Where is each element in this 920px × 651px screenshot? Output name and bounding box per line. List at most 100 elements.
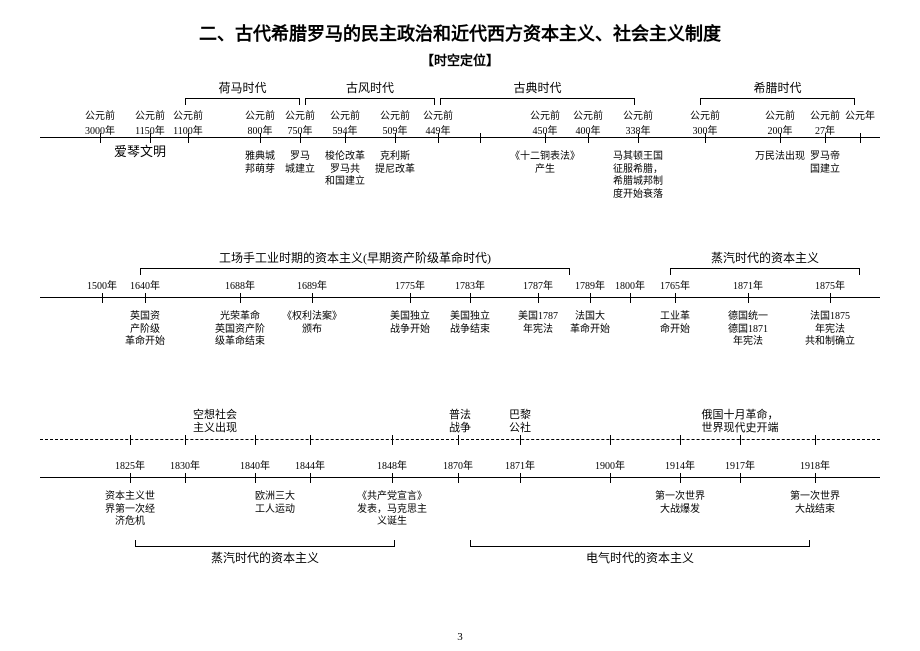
timeline-modern: 空想社会主义出现普法战争巴黎公社俄国十月革命，世界现代史开端 1825年1830… [40, 409, 880, 569]
tick [610, 473, 611, 483]
year-label: 1900年 [595, 457, 625, 472]
era-label: 古风时代 [305, 79, 435, 104]
tick [538, 293, 539, 303]
tick [630, 293, 631, 303]
annotation: 巴黎公社 [509, 409, 531, 435]
tick [680, 473, 681, 483]
event-desc: 美国独立战争结束 [444, 311, 496, 336]
era-label: 希腊时代 [700, 79, 855, 104]
event-desc: 《共产党宣言》发表，马克思主义诞生 [350, 491, 434, 529]
tick [102, 293, 103, 303]
timeline-early-modern: 工场手工业时期的资本主义(早期资产阶级革命时代) 蒸汽时代的资本主义 1500年 1… [40, 249, 880, 379]
event-desc: 第一次世界大战爆发 [648, 491, 712, 516]
page-number: 3 [457, 631, 463, 643]
year-label: 1870年 [443, 457, 473, 472]
annotation: 俄国十月革命，世界现代史开端 [690, 409, 790, 435]
event-desc: 工业革命开始 [649, 311, 701, 336]
year-label: 1825年 [115, 457, 145, 472]
event-desc: 梭伦改革罗马共和国建立 [319, 151, 371, 189]
tick [825, 133, 826, 143]
year-label: 1500年 [87, 277, 117, 292]
tick [520, 473, 521, 483]
year-label: 1787年 [523, 277, 553, 292]
tick [705, 133, 706, 143]
event-desc: 法国大革命开始 [564, 311, 616, 336]
tick [130, 473, 131, 483]
year-label: 1783年 [455, 277, 485, 292]
year-label: 1640年 [130, 277, 160, 292]
tick [310, 435, 311, 445]
tick [345, 133, 346, 143]
tick [610, 435, 611, 445]
tick [680, 435, 681, 445]
year-label: 1840年 [240, 457, 270, 472]
event-desc: 《权利法案》颁布 [277, 311, 347, 336]
tick [480, 133, 481, 143]
tick [185, 473, 186, 483]
tick [185, 435, 186, 445]
event-desc: 欧洲三大工人运动 [247, 491, 303, 516]
tick [410, 293, 411, 303]
event-desc: 罗马帝国建立 [799, 151, 851, 176]
year-label: 1789年 [575, 277, 605, 292]
event-desc: 光荣革命英国资产阶级革命结束 [208, 311, 272, 349]
event-desc: 美国1787年宪法 [512, 311, 564, 336]
tick [815, 473, 816, 483]
year-label: 1914年 [665, 457, 695, 472]
event-desc: 马其顿王国征服希腊，希腊城邦制度开始衰落 [606, 151, 670, 201]
event-desc: 英国资产阶级革命开始 [119, 311, 171, 349]
annotation: 普法战争 [449, 409, 471, 435]
year-label: 1875年 [815, 277, 845, 292]
year-label: 1848年 [377, 457, 407, 472]
year-label: 1689年 [297, 277, 327, 292]
year-label: 1917年 [725, 457, 755, 472]
page-subtitle: 【时空定位】 [40, 50, 880, 69]
era-label: 荷马时代 [185, 79, 300, 104]
annotation: 空想社会主义出现 [193, 409, 237, 435]
year-label: 1775年 [395, 277, 425, 292]
event-desc: 克利斯提尼改革 [369, 151, 421, 176]
tick [300, 133, 301, 143]
year-label: 1688年 [225, 277, 255, 292]
era-label: 电气时代的资本主义 [470, 541, 810, 566]
tick [588, 133, 589, 143]
era-label: 蒸汽时代的资本主义 [135, 541, 395, 566]
year-label: 1800年 [615, 277, 645, 292]
tick [590, 293, 591, 303]
year-label: 1918年 [800, 457, 830, 472]
tick [860, 133, 861, 143]
tick [748, 293, 749, 303]
tick [310, 473, 311, 483]
era-label: 古典时代 [440, 79, 635, 104]
event-desc: 第一次世界大战结束 [783, 491, 847, 516]
event-desc: 资本主义世界第一次经济危机 [98, 491, 162, 529]
year-label: 1844年 [295, 457, 325, 472]
tick [740, 435, 741, 445]
tick [458, 435, 459, 445]
event-desc: 美国独立战争开始 [384, 311, 436, 336]
tick [830, 293, 831, 303]
tick [255, 473, 256, 483]
tick [675, 293, 676, 303]
year-label: 1765年 [660, 277, 690, 292]
tick [638, 133, 639, 143]
timeline-ancient: 荷马时代古风时代古典时代希腊时代 公元前3000年公元前1150年公元前1100… [40, 79, 880, 219]
tick [188, 133, 189, 143]
tick [392, 473, 393, 483]
tick [780, 133, 781, 143]
tick [740, 473, 741, 483]
era-label: 蒸汽时代的资本主义 [670, 249, 860, 274]
year-label: 1871年 [505, 457, 535, 472]
tick [395, 133, 396, 143]
tick [145, 293, 146, 303]
event-desc: 《十二铜表法》产生 [505, 151, 585, 176]
event-desc: 法国1875年宪法共和制确立 [800, 311, 860, 349]
tick [312, 293, 313, 303]
tick [438, 133, 439, 143]
year-label: 公元年 [845, 107, 875, 122]
event-desc: 德国统一德国1871年宪法 [722, 311, 774, 349]
tick [520, 435, 521, 445]
tick [815, 435, 816, 445]
tick [255, 435, 256, 445]
era-label: 工场手工业时期的资本主义(早期资产阶级革命时代) [140, 249, 570, 274]
